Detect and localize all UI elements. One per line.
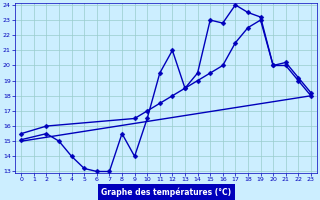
X-axis label: Graphe des températures (°C): Graphe des températures (°C) <box>101 188 231 197</box>
